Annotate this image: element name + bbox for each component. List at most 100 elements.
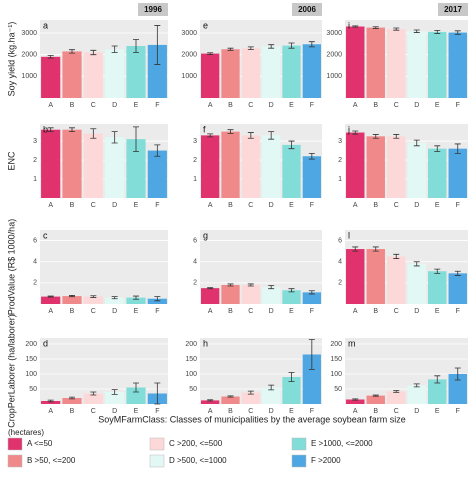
bar <box>366 136 385 198</box>
error-bar <box>352 398 359 401</box>
error-bar <box>111 131 118 144</box>
error-bar <box>227 129 234 134</box>
bar <box>62 296 82 304</box>
error-bar <box>308 41 315 48</box>
x-tick-label: F <box>310 202 314 209</box>
bar <box>221 49 240 98</box>
error-bar <box>393 134 400 139</box>
error-bar <box>352 25 359 28</box>
x-tick-label: C <box>394 102 399 109</box>
legend-swatch <box>7 437 23 451</box>
error-bar <box>393 27 400 31</box>
x-tick-label: D <box>112 308 117 315</box>
x-tick-label: C <box>91 102 96 109</box>
y-tick-label: 6 <box>338 237 342 244</box>
x-tick-label: A <box>353 408 358 415</box>
legend-label: A <=50 <box>27 439 53 448</box>
bar <box>302 44 321 98</box>
x-tick-label: D <box>269 102 274 109</box>
x-tick-label: E <box>289 202 294 209</box>
x-tick-label: E <box>134 102 139 109</box>
panel-letter: b <box>43 124 48 134</box>
x-tick-label: C <box>248 308 253 315</box>
error-bar <box>47 399 54 403</box>
x-tick-label: B <box>70 102 75 109</box>
y-tick-label: 6 <box>33 237 37 244</box>
bar <box>201 53 220 98</box>
x-tick-label: F <box>456 202 460 209</box>
panel-background <box>200 338 322 404</box>
y-tick-label: 2000 <box>21 52 37 59</box>
error-bar <box>247 390 254 395</box>
bar <box>282 290 301 304</box>
error-bar <box>393 390 400 393</box>
bar <box>83 52 103 98</box>
column-header-box <box>138 3 168 16</box>
x-tick-label: C <box>91 408 96 415</box>
bar <box>41 296 61 304</box>
x-tick-label: A <box>208 102 213 109</box>
error-bar <box>352 130 359 135</box>
bar <box>41 129 61 198</box>
error-bar <box>154 25 161 65</box>
error-bar <box>247 132 254 139</box>
error-bar <box>90 128 97 139</box>
bar <box>346 26 365 98</box>
y-axis-label: CropPerLaborer (ha/laborer) <box>6 314 16 428</box>
panel-background <box>40 124 168 198</box>
legend-swatch <box>149 454 165 468</box>
x-tick-label: B <box>373 102 378 109</box>
panel-background <box>200 230 322 304</box>
x-tick-label: F <box>456 102 460 109</box>
y-tick-label: 3000 <box>326 30 342 37</box>
bar <box>201 400 220 404</box>
bar <box>105 297 125 304</box>
y-tick-label: 100 <box>25 371 37 378</box>
legend-label: C >200, <=500 <box>169 439 223 448</box>
x-tick-label: A <box>48 308 53 315</box>
bar <box>448 148 467 198</box>
x-tick-label: A <box>353 202 358 209</box>
error-bar <box>454 30 461 35</box>
legend-swatch <box>291 437 307 451</box>
panel-background <box>345 338 468 404</box>
y-tick-label: 2000 <box>326 52 342 59</box>
y-tick-label: 1 <box>33 176 37 183</box>
bar <box>83 296 103 304</box>
x-tick-label: A <box>208 408 213 415</box>
x-tick-label: B <box>70 408 75 415</box>
y-tick-label: 50 <box>189 386 197 393</box>
x-tick-label: A <box>48 102 53 109</box>
x-tick-label: C <box>91 308 96 315</box>
bar <box>387 391 406 404</box>
x-tick-label: B <box>70 202 75 209</box>
legend-label: B >50, <=200 <box>27 456 76 465</box>
bar <box>448 374 467 404</box>
bar <box>221 284 240 304</box>
x-tick-label: A <box>353 102 358 109</box>
y-axis-label: Soy yield (kg.ha⁻¹) <box>6 22 16 97</box>
bar <box>83 133 103 198</box>
legend-swatch <box>149 437 165 451</box>
error-bar <box>434 268 441 274</box>
error-bar <box>47 127 54 132</box>
error-bar <box>434 30 441 34</box>
bar <box>41 401 61 404</box>
x-tick-label: C <box>248 202 253 209</box>
panel-background <box>40 338 168 404</box>
error-bar <box>133 382 139 393</box>
bar <box>428 271 447 304</box>
error-bar <box>133 295 139 300</box>
bar <box>105 137 125 198</box>
y-tick-label: 200 <box>185 341 197 348</box>
x-tick-label: E <box>435 202 440 209</box>
error-bar <box>227 395 234 398</box>
x-tick-label: F <box>155 408 159 415</box>
error-bar <box>111 296 118 300</box>
error-bar <box>308 339 315 370</box>
error-bar <box>288 42 295 49</box>
error-bar <box>207 133 214 138</box>
error-bar <box>154 382 161 405</box>
panel-letter: i <box>348 20 350 30</box>
error-bar <box>413 261 420 267</box>
